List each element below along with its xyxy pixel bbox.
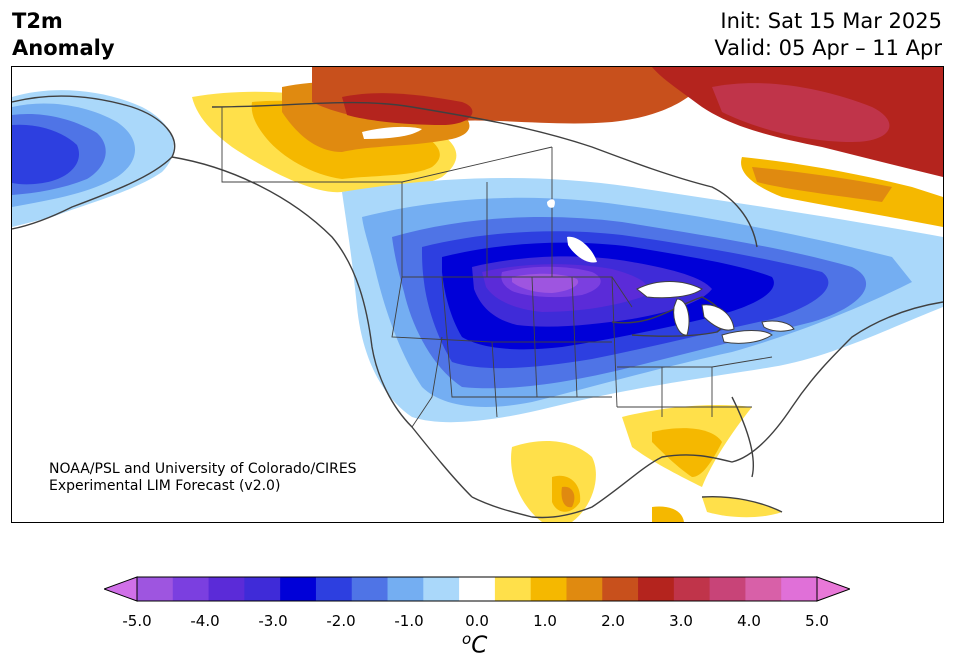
forecast-dates: Init: Sat 15 Mar 2025 Valid: 05 Apr – 11… bbox=[714, 8, 942, 62]
coastlines bbox=[12, 95, 943, 519]
colorbar-tick-label: 1.0 bbox=[533, 612, 557, 630]
colorbar-tick-label: 3.0 bbox=[669, 612, 693, 630]
colorbar-segment bbox=[423, 577, 460, 601]
colorbar-segment bbox=[244, 577, 281, 601]
valid-range: Valid: 05 Apr – 11 Apr bbox=[714, 36, 942, 60]
colorbar-segment bbox=[745, 577, 782, 601]
colorbar-ticks: -5.0 -4.0 -3.0 -2.0 -1.0 0.0 1.0 2.0 3.0 4.0 5.0 bbox=[0, 612, 954, 632]
north-canada-warm-anomaly bbox=[192, 67, 943, 227]
colorbar-segment bbox=[602, 577, 639, 601]
colorbar-segment bbox=[673, 577, 711, 601]
great-lakes bbox=[636, 281, 795, 344]
colorbar-segment bbox=[280, 577, 317, 601]
colorbar-svg bbox=[102, 576, 852, 602]
colorbar-segment bbox=[781, 577, 818, 601]
unit-letter: C bbox=[471, 632, 488, 659]
anomaly-map-canvas bbox=[12, 67, 943, 522]
colorbar-tick-label: -1.0 bbox=[394, 612, 424, 630]
anomaly-map bbox=[11, 66, 944, 523]
credit-text: NOAA/PSL and University of Colorado/CIRE… bbox=[49, 461, 357, 495]
colorbar-tick-label: -4.0 bbox=[190, 612, 220, 630]
credit-line-1: NOAA/PSL and University of Colorado/CIRE… bbox=[49, 461, 357, 477]
alaska-cold-anomaly bbox=[12, 90, 174, 227]
colorbar-segment bbox=[494, 577, 532, 601]
central-cold-anomaly bbox=[342, 177, 943, 423]
colorbar-segment bbox=[137, 577, 174, 601]
colorbar-segment bbox=[172, 577, 210, 601]
colorbar-segment bbox=[315, 577, 353, 601]
colorbar-segment bbox=[208, 577, 245, 601]
colorbar-tick-label: -3.0 bbox=[258, 612, 288, 630]
colorbar-tick-label: -5.0 bbox=[122, 612, 152, 630]
colorbar-tick-label: 5.0 bbox=[805, 612, 829, 630]
colorbar-segment bbox=[459, 577, 496, 601]
colorbar-segment bbox=[638, 577, 675, 601]
colorbar-tick-label: -2.0 bbox=[326, 612, 356, 630]
colorbar-under-arrow bbox=[102, 576, 138, 602]
colorbar-segment bbox=[530, 577, 567, 601]
credit-line-2: Experimental LIM Forecast (v2.0) bbox=[49, 478, 281, 494]
political-boundaries bbox=[221, 107, 773, 428]
colorbar-tick-label: 2.0 bbox=[601, 612, 625, 630]
colorbar-segment bbox=[566, 577, 603, 601]
colorbar-frame bbox=[136, 576, 818, 602]
title-variant: Anomaly bbox=[12, 36, 115, 60]
colorbar-tick-label: 4.0 bbox=[737, 612, 761, 630]
colorbar-tick-label: 0.0 bbox=[465, 612, 489, 630]
colorbar bbox=[102, 576, 852, 606]
colorbar-segment bbox=[709, 577, 746, 601]
colorbar-unit: oC bbox=[462, 630, 487, 659]
colorbar-over-arrow bbox=[816, 576, 852, 602]
inland-water bbox=[362, 126, 597, 263]
south-warm-anomaly bbox=[511, 405, 782, 522]
map-title: T2m Anomaly bbox=[12, 8, 115, 62]
colorbar-segment bbox=[387, 577, 424, 601]
title-variable: T2m bbox=[12, 9, 63, 33]
unit-degree: o bbox=[462, 630, 472, 648]
colorbar-segment bbox=[351, 577, 389, 601]
init-date: Init: Sat 15 Mar 2025 bbox=[720, 9, 942, 33]
